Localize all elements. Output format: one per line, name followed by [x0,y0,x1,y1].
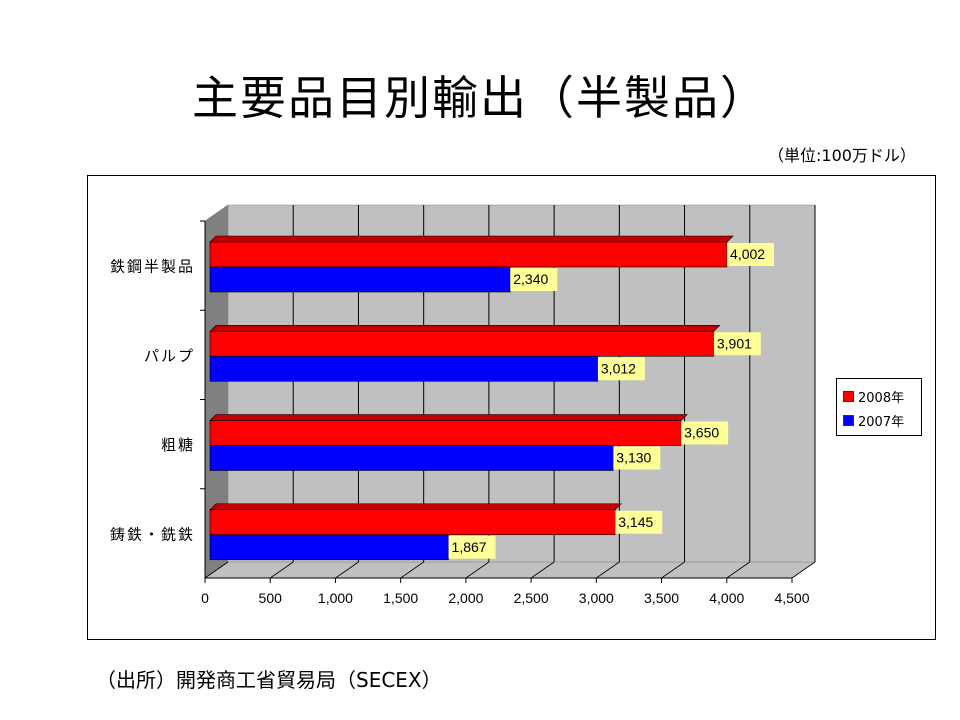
svg-text:鉄鋼半製品: 鉄鋼半製品 [110,259,195,276]
svg-text:3,500: 3,500 [644,590,679,606]
svg-text:4,002: 4,002 [730,246,765,262]
svg-text:2,500: 2,500 [514,590,549,606]
svg-text:鋳鉄・銑鉄: 鋳鉄・銑鉄 [110,525,195,543]
svg-text:4,500: 4,500 [774,590,809,606]
page-title: 主要品目別輸出（半製品） [192,71,768,125]
svg-text:3,901: 3,901 [717,335,752,351]
svg-text:3,145: 3,145 [618,514,653,530]
svg-text:3,000: 3,000 [579,590,614,606]
svg-text:3,012: 3,012 [601,360,636,376]
svg-text:500: 500 [259,590,283,606]
chart-legend: 2008年 2007年 [836,378,922,436]
legend-item-2008: 2008年 [843,387,904,406]
legend-label-2007: 2007年 [858,415,905,430]
legend-swatch-2007 [843,415,854,426]
legend-item-2007: 2007年 [843,411,904,430]
svg-text:1,000: 1,000 [318,590,353,606]
svg-text:粗糖: 粗糖 [161,437,195,454]
svg-text:2,000: 2,000 [448,590,483,606]
svg-text:3,130: 3,130 [616,450,651,466]
legend-label-2008: 2008年 [858,391,905,406]
svg-text:1,867: 1,867 [452,539,487,555]
svg-text:1,500: 1,500 [383,590,418,606]
svg-text:3,650: 3,650 [684,425,719,441]
unit-note: （単位:100万ドル） [768,146,916,165]
svg-text:パルプ: パルプ [144,348,195,365]
svg-text:4,000: 4,000 [709,590,744,606]
svg-text:0: 0 [201,590,209,606]
svg-text:2,340: 2,340 [513,271,548,287]
source-note: （出所）開発商工省貿易局（SECEX） [96,668,442,692]
legend-swatch-2008 [843,391,854,402]
